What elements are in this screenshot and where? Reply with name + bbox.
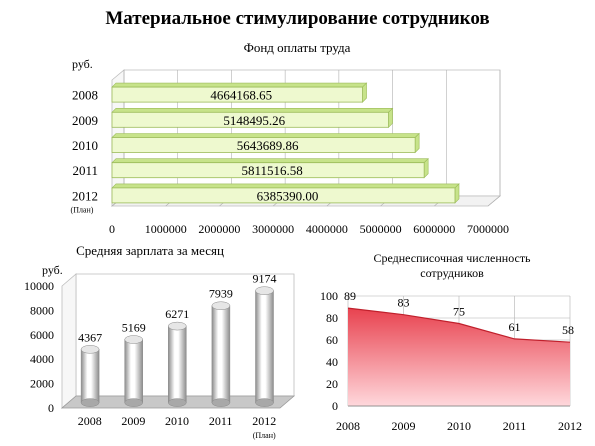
salary-tick-label: 8000: [30, 303, 54, 317]
headcount-title-line: сотрудников: [420, 266, 484, 280]
payroll-bar: [111, 111, 389, 128]
headcount-tick-label: 100: [320, 289, 338, 303]
salary-cylinder-top: [124, 335, 143, 344]
payroll-tick-label: 7000000: [467, 222, 509, 236]
headcount-x-label: 2012: [558, 419, 582, 433]
salary-value-label: 9174: [253, 272, 277, 286]
payroll-bar-value-label: 6385390.00: [257, 188, 319, 203]
salary-value-label: 7939: [209, 287, 233, 301]
headcount-line: [347, 307, 571, 343]
headcount-value-label: 83: [398, 296, 410, 310]
payroll-chart-title: Фонд оплаты труда: [244, 40, 351, 55]
payroll-tick-label: 4000000: [306, 222, 348, 236]
payroll-category-label: 2012: [72, 188, 98, 203]
headcount-x-label: 2010: [447, 419, 471, 433]
salary-category-label: 2008: [78, 414, 102, 428]
salary-cylinder: [211, 305, 231, 403]
payroll-bar-top: [111, 108, 394, 113]
salary-chart-title: Средняя зарплата за месяц: [76, 243, 224, 258]
salary-cylinder-top: [211, 301, 231, 310]
salary-unit-label: руб.: [42, 263, 63, 277]
salary-category-note: (План): [253, 431, 276, 440]
payroll-bar: [111, 162, 425, 179]
payroll-unit-label: руб.: [72, 57, 93, 71]
headcount-tick-label: 40: [326, 355, 338, 369]
payroll-bar: [111, 137, 416, 153]
payroll-chart: Фонд оплаты труда руб. 0 1000000 2000000 3000…: [71, 40, 509, 236]
payroll-tick-label: 2000000: [198, 222, 240, 236]
payroll-bar-value-label: 5811516.58: [241, 163, 302, 178]
salary-cylinder-base: [255, 398, 274, 407]
salary-cylinder-base: [80, 398, 100, 407]
payroll-bar-top: [111, 183, 460, 189]
salary-side-wall: [61, 273, 77, 409]
salary-tick-label: 6000: [30, 328, 54, 342]
payroll-floor-gridline: [487, 195, 501, 207]
headcount-area: [348, 308, 570, 406]
payroll-category-label: 2009: [72, 113, 98, 128]
salary-cylinder: [168, 325, 187, 403]
page-title: Материальное стимулирование сотрудников: [105, 8, 490, 29]
salary-cylinder: [124, 339, 143, 403]
headcount-x-label: 2008: [336, 419, 360, 433]
salary-cylinder-base: [211, 398, 231, 407]
salary-category-label: 2011: [209, 414, 233, 428]
salary-cylinder-base: [168, 398, 187, 407]
headcount-value-label: 58: [562, 323, 574, 337]
salary-cylinder: [255, 290, 274, 403]
salary-value-label: 4367: [78, 330, 102, 344]
headcount-title-line: Среднесписочная численность: [373, 251, 531, 265]
headcount-value-label: 75: [453, 305, 465, 319]
headcount-x-label: 2009: [392, 419, 416, 433]
salary-tick-label: 10000: [24, 279, 54, 293]
salary-cylinder-base: [124, 398, 143, 407]
payroll-bar-top: [111, 133, 420, 138]
salary-tick-label: 4000: [30, 352, 54, 366]
headcount-tick-label: 60: [326, 333, 338, 347]
payroll-tick-label: 1000000: [145, 222, 187, 236]
salary-category-label: 2009: [121, 414, 145, 428]
payroll-tick-label: 3000000: [252, 222, 294, 236]
headcount-value-label: 89: [344, 289, 356, 303]
payroll-bar-value-label: 5148495.26: [223, 113, 285, 128]
payroll-bar-value-label: 5643689.86: [237, 138, 299, 153]
payroll-tick-label: 6000000: [413, 222, 455, 236]
payroll-category-label: 2010: [72, 138, 98, 153]
payroll-bar: [111, 86, 363, 103]
salary-cylinder-top: [255, 286, 274, 295]
salary-cylinder-top: [80, 345, 100, 354]
payroll-bar-top: [111, 158, 429, 163]
salary-tick-label: 0: [48, 401, 54, 415]
salary-value-label: 6271: [165, 307, 189, 321]
salary-cylinder: [80, 349, 100, 403]
headcount-tick-label: 0: [332, 399, 338, 413]
salary-value-label: 5169: [122, 321, 146, 335]
salary-category-label: 2010: [165, 414, 189, 428]
payroll-tick-label: 5000000: [360, 222, 402, 236]
salary-tick-label: 2000: [30, 377, 54, 391]
payroll-category-note: (План): [71, 205, 94, 214]
headcount-value-label: 61: [509, 320, 521, 334]
payroll-category-label: 2008: [72, 88, 98, 103]
payroll-bar-top: [111, 82, 368, 88]
salary-chart: Средняя зарплата за месяц руб. 0 2000 4000 60…: [24, 243, 296, 440]
payroll-bar: [111, 187, 456, 204]
payroll-category-label: 2011: [72, 163, 98, 178]
headcount-tick-label: 20: [326, 377, 338, 391]
salary-cylinder-top: [168, 321, 187, 331]
payroll-tick-label: 0: [109, 222, 115, 236]
payroll-bar-value-label: 4664168.65: [210, 88, 272, 103]
headcount-tick-label: 80: [326, 311, 338, 325]
headcount-x-label: 2011: [503, 419, 527, 433]
headcount-chart: Среднесписочная численность сотрудников 0 2…: [320, 251, 582, 433]
headcount-chart-title: Среднесписочная численность сотрудников: [373, 251, 531, 280]
salary-category-label: 2012: [252, 414, 276, 428]
